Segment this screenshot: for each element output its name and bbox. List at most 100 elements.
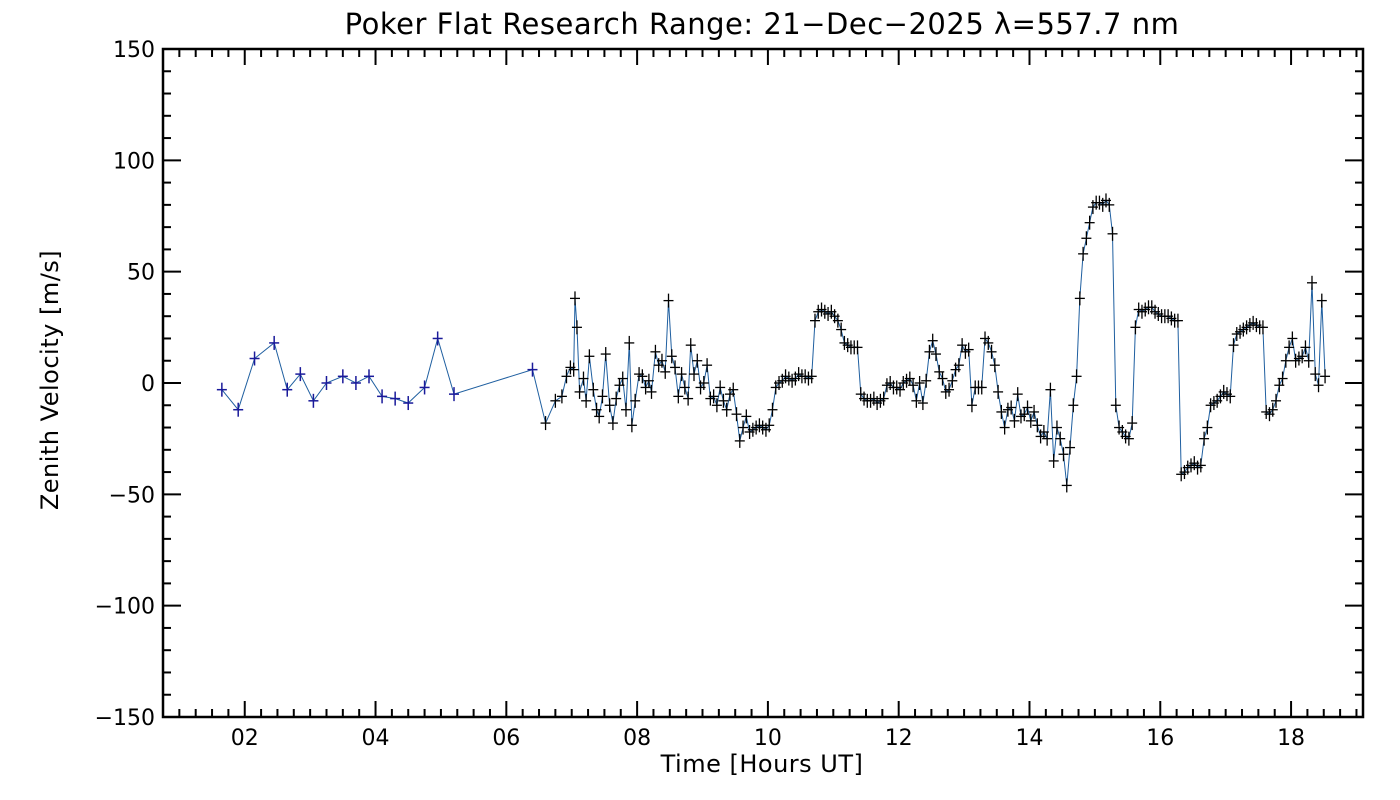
- x-tick-label: 10: [754, 726, 782, 751]
- data-point: [1025, 413, 1036, 428]
- data-point: [1310, 367, 1321, 382]
- data-point: [561, 369, 572, 384]
- data-point: [216, 382, 227, 397]
- data-point: [1199, 431, 1210, 446]
- data-point: [832, 313, 843, 328]
- data-point: [650, 344, 661, 359]
- y-tick-label: 100: [113, 149, 155, 174]
- data-point: [914, 376, 925, 390]
- axis-ticks: [163, 48, 1363, 718]
- data-point: [676, 367, 687, 382]
- data-point: [637, 369, 648, 384]
- data-point: [738, 420, 749, 435]
- data-point: [989, 358, 1000, 373]
- data-point: [1228, 338, 1239, 353]
- data-point: [809, 313, 820, 328]
- data-point: [1071, 369, 1082, 384]
- x-tick-label: 02: [231, 726, 259, 751]
- data-point: [600, 347, 611, 362]
- data-point: [1074, 291, 1085, 306]
- data-point: [728, 382, 739, 397]
- data-point: [924, 344, 935, 359]
- data-point: [660, 364, 671, 379]
- data-point: [403, 396, 414, 411]
- data-point: [1058, 447, 1069, 462]
- data-point: [976, 380, 987, 395]
- y-tick-label: −50: [109, 483, 155, 508]
- data-point: [1300, 340, 1311, 355]
- data-point: [556, 389, 567, 404]
- data-point: [908, 378, 919, 393]
- data-point: [698, 376, 709, 390]
- data-point: [569, 291, 580, 306]
- data-point: [550, 393, 561, 408]
- data-point: [643, 373, 654, 388]
- data-point: [249, 351, 260, 366]
- data-point: [692, 353, 703, 368]
- data-point: [966, 398, 977, 413]
- data-point: [377, 389, 388, 404]
- y-tick-label: −100: [95, 595, 155, 620]
- data-point: [620, 402, 631, 417]
- data-point: [390, 391, 401, 406]
- data-point: [986, 344, 997, 359]
- data-point: [584, 349, 595, 364]
- data-point: [1012, 387, 1023, 402]
- data-point: [1320, 369, 1331, 384]
- data-point: [1271, 393, 1282, 408]
- data-point: [1313, 378, 1324, 393]
- data-point: [1130, 320, 1141, 335]
- data-point: [1123, 431, 1134, 446]
- data-point: [673, 389, 684, 404]
- data-point: [568, 362, 579, 377]
- y-tick-label: 0: [141, 372, 155, 397]
- data-point: [1104, 197, 1115, 212]
- data-point: [591, 402, 602, 417]
- data-point: [711, 398, 722, 413]
- data-point: [1051, 420, 1062, 435]
- data-point: [670, 360, 681, 375]
- data-point: [944, 382, 955, 397]
- data-point: [617, 371, 628, 386]
- data-point: [937, 371, 948, 386]
- data-point: [1297, 349, 1308, 364]
- data-point: [574, 384, 585, 399]
- data-point: [878, 391, 889, 406]
- data-point: [1303, 353, 1314, 368]
- data-point: [432, 331, 443, 346]
- y-tick-label: −150: [95, 706, 155, 731]
- data-point: [337, 369, 348, 384]
- plot-frame: [161, 47, 1365, 719]
- x-tick-label: 04: [362, 726, 390, 751]
- data-point: [1032, 418, 1043, 433]
- data-point: [663, 293, 674, 308]
- data-point: [1110, 398, 1121, 413]
- data-point: [927, 333, 938, 348]
- data-point: [578, 371, 589, 386]
- data-point: [1306, 275, 1317, 290]
- data-point: [1022, 400, 1033, 415]
- y-tick-label: 150: [113, 38, 155, 63]
- data-point: [764, 418, 775, 433]
- data-point: [1055, 431, 1066, 446]
- data-point: [269, 335, 280, 350]
- data-point: [604, 398, 615, 413]
- data-point: [656, 353, 667, 368]
- data-point: [734, 433, 745, 448]
- data-point: [1068, 398, 1079, 413]
- data-point: [685, 338, 696, 353]
- data-point: [947, 373, 958, 388]
- x-tick-label: 16: [1146, 726, 1174, 751]
- data-point: [708, 389, 719, 404]
- data-point: [611, 391, 622, 406]
- data-point: [295, 367, 306, 382]
- data-point: [1048, 453, 1059, 468]
- data-point: [597, 389, 608, 404]
- data-point: [624, 335, 635, 350]
- data-point: [1202, 420, 1213, 435]
- data-point: [1267, 402, 1278, 417]
- data-point: [308, 393, 319, 408]
- data-point: [581, 393, 592, 408]
- data-point: [363, 369, 374, 384]
